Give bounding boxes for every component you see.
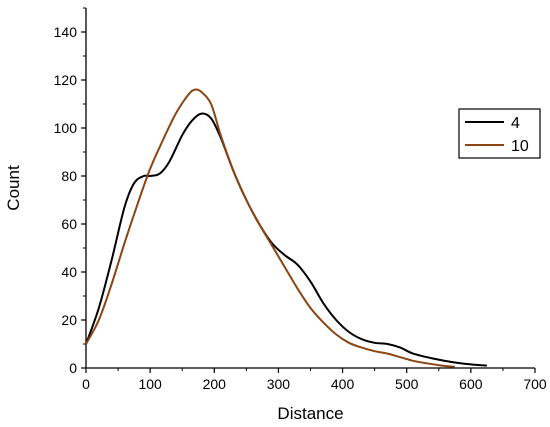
x-tick-label: 200 <box>203 376 227 392</box>
series-line-4 <box>85 112 487 367</box>
y-tick-label: 60 <box>61 216 77 232</box>
y-tick-label: 20 <box>61 312 77 328</box>
x-tick-label: 300 <box>267 376 291 392</box>
y-tick-label: 140 <box>54 24 78 40</box>
x-axis-label: Distance <box>277 404 343 423</box>
legend-label: 4 <box>511 115 520 132</box>
x-tick-label: 400 <box>331 376 355 392</box>
x-tick-label: 600 <box>459 376 483 392</box>
series-line-10 <box>85 88 455 368</box>
y-tick-label: 80 <box>61 168 77 184</box>
x-tick-label: 100 <box>138 376 162 392</box>
x-axis-ticks: 0 100 200 300 400 500 600 700 <box>82 368 547 392</box>
legend: 410 <box>458 108 541 159</box>
legend-box <box>458 108 541 159</box>
y-tick-label: 40 <box>61 264 77 280</box>
y-axis-label: Count <box>4 165 23 211</box>
y-tick-label: 0 <box>69 360 77 376</box>
y-tick-label: 120 <box>54 72 78 88</box>
legend-label: 10 <box>511 138 529 155</box>
x-tick-label: 700 <box>523 376 547 392</box>
y-tick-label: 100 <box>54 120 78 136</box>
plot-frame <box>85 8 535 369</box>
y-axis-ticks: 0 20 40 60 80 100 120 140 <box>54 7 86 376</box>
x-tick-label: 0 <box>82 376 90 392</box>
x-tick-label: 500 <box>395 376 419 392</box>
series-lines <box>85 88 487 368</box>
